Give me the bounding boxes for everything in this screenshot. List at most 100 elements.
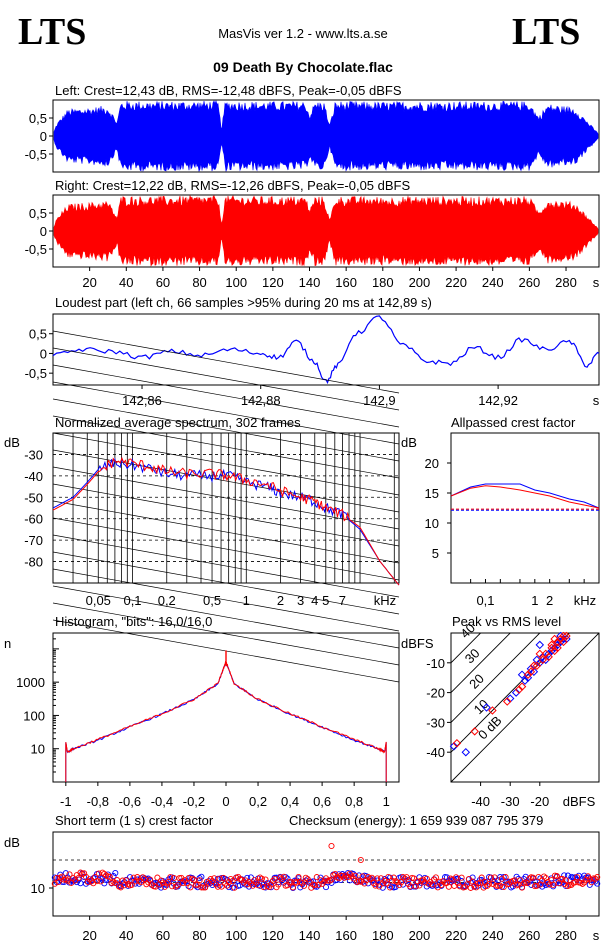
short-term-point-right [344,874,352,881]
g-right-ytick-label: 0 [40,224,47,239]
peak-rms-point-right [550,634,559,644]
loudest-xunit: s [593,393,600,408]
spectrum-xtick-label: 5 [322,593,329,608]
crest-series-left [450,483,600,509]
histogram-chart: Histogram, "bits": 16,0/16,0 n 100010010… [4,614,400,809]
histogram-ytick-label: 10 [31,742,45,757]
peak-rms-point-left [535,658,545,668]
short-term-point-right [376,883,383,890]
spectrum-slope-line [52,602,400,666]
peak-rms-diagonal [450,632,600,783]
short-term-point-right [51,880,58,887]
spectrum-slope-line [52,432,400,496]
peak-rms-ylabel: dBFS [401,636,434,651]
peak-rms-point-left [520,676,530,685]
crest-xunit: kHz [574,593,596,608]
left-waveform-chart: Left: Crest=12,43 dB, RMS=-12,48 dBFS, P… [25,83,600,173]
peak-rms-point-left [482,703,491,712]
loudest-waveform-line [52,315,600,385]
short-term-point-right [374,875,381,882]
short-term-point-right [262,876,269,883]
peak-rms-diagonal [450,632,481,664]
short-term-point-right [390,874,397,881]
short-term-point-right [185,875,192,882]
short-term-point-right [399,874,407,881]
peak-rms-ytick-label: -20 [426,686,445,701]
short-term-point-right [222,880,229,887]
g-right-xtick-label: 260 [519,275,541,290]
g-right-xtick-label: 60 [156,275,170,290]
short-term-point-right [302,874,309,881]
short-term-point-left [167,875,174,882]
short-term-point-right [478,874,485,881]
short-term-point-right [167,874,174,881]
short-term-point-right [161,883,168,890]
spectrum-ytick-label: -80 [24,555,43,570]
short-term-point-right [258,875,265,882]
short-term-point-right [487,874,494,881]
short-term-point-right [306,878,313,885]
short-term-point-right [284,882,291,889]
short-term-point-right [169,883,176,890]
short-term-point-left [57,871,64,878]
short-term-point-right [156,881,163,888]
short-term-point-right [154,874,161,881]
short-term-point-right [125,880,132,887]
short-term-point-right [220,874,227,881]
g-right-xtick-label: 80 [192,275,206,290]
short-term-crest-chart: Short term (1 s) crest factor Checksum (… [4,813,601,943]
short-term-point-right [280,873,287,880]
short-term-point-right [112,880,119,887]
short-term-point-right [187,884,194,891]
short-term-point-right [218,883,225,890]
short-term-point-right [436,878,443,885]
short-term-point-right [255,882,262,889]
spectrum-slope-line [52,449,400,513]
peak-rms-point-left [511,688,521,697]
peak-rms-xtick-label: -20 [530,794,549,809]
spectrum-xtick-label: 4 [311,593,318,608]
spectrum-xunit: kHz [374,593,396,608]
crest-factor-ylabel: dB [401,435,417,450]
peak-rms-ytick-label: -40 [426,745,445,760]
spectrum-slope-line [52,466,400,530]
short-term-point-right [198,884,205,891]
short-term-point-right [172,883,179,890]
peak-rms-point-right [541,649,550,659]
histogram-xtick-label: -0,4 [151,794,173,809]
right-waveform-chart: Right: Crest=12,22 dB, RMS=-12,26 dBFS, … [25,178,600,290]
histogram-xtick-label: 0,8 [345,794,363,809]
peak-rms-point-left [532,655,542,665]
peak-rms-point-right [550,646,559,656]
short-term-point-left [339,871,346,878]
peak-rms-point-right [553,637,562,647]
short-term-point-right [557,875,564,882]
crest-xtick-label: 0,1 [476,593,494,608]
peak-rms-point-right [535,649,545,659]
short-term-point-right [594,874,601,881]
g-right-xtick-label: 100 [225,275,247,290]
peak-rms-frame [450,632,600,783]
lts-logo-right: LTS [512,11,580,53]
right-waveform-title: Right: Crest=12,22 dB, RMS=-12,26 dBFS, … [55,178,410,193]
peak-rms-diagonal [450,632,541,723]
short-term-point-right [464,881,471,888]
peak-rms-ytick-label: -10 [426,656,445,671]
peak-rms-point-left [505,694,515,703]
spectrum-slope-line [52,568,400,632]
short-term-point-right [361,880,368,887]
peak-rms-diagonal-label: 0 dB [475,713,505,743]
short-term-point-right [271,875,278,883]
short-term-point-right [579,880,586,887]
spectrum-ytick-label: -50 [24,490,43,505]
g-right-xtick-label: 20 [82,275,96,290]
short-term-title: Short term (1 s) crest factor [55,813,214,828]
g-right-signal [53,194,599,267]
short-term-point-left [469,874,476,881]
peak-rms-xtick-label: -30 [501,794,520,809]
spectrum-ylabel: dB [4,435,20,450]
g-left-ytick-label: 0,5 [29,111,47,126]
peak-rms-point-right [553,643,562,653]
short-term-point-right [267,881,275,888]
peak-rms-ytick-label: -30 [426,715,445,730]
